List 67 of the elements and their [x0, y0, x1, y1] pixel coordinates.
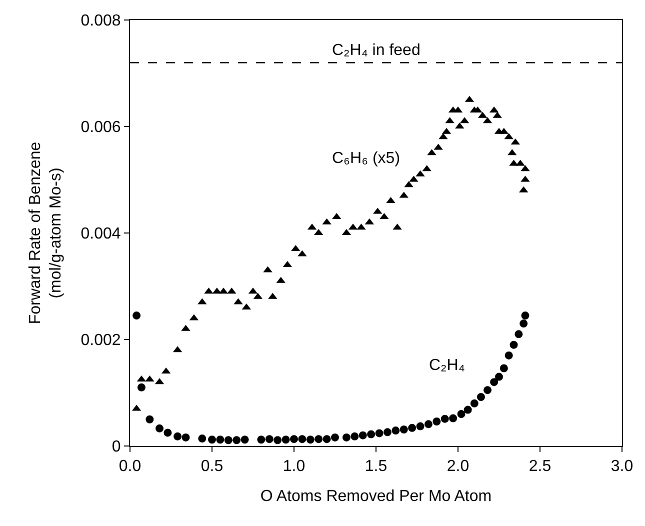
point	[521, 312, 530, 320]
point	[484, 386, 492, 394]
point	[510, 340, 518, 349]
point	[198, 434, 206, 443]
x-tick-label: 1.0	[282, 458, 306, 476]
x-tick-label: 3.0	[610, 458, 634, 476]
point	[476, 393, 485, 402]
x-tick-label: 0.5	[200, 458, 224, 476]
point	[224, 436, 232, 444]
point	[520, 320, 528, 328]
point	[282, 436, 290, 444]
point	[358, 431, 367, 440]
x-tick-label: 2.0	[446, 458, 470, 476]
point	[408, 424, 416, 432]
point	[367, 430, 376, 438]
point	[424, 420, 432, 428]
point	[500, 364, 508, 372]
point	[400, 425, 408, 434]
y-tick-label: 0.004	[80, 226, 121, 243]
x-tick-label: 1.5	[364, 458, 388, 476]
point	[216, 436, 224, 444]
ref-line-label: C₂H₄ in feed	[332, 42, 420, 59]
y-tick-label: 0	[112, 438, 121, 456]
point	[137, 383, 146, 392]
point	[132, 312, 141, 320]
point	[514, 330, 523, 338]
point	[350, 432, 359, 440]
point	[322, 435, 331, 444]
point	[290, 435, 298, 444]
annotation: C₂H₄	[429, 357, 465, 374]
point	[392, 426, 400, 435]
point	[416, 422, 424, 430]
point	[383, 428, 392, 436]
point	[449, 414, 458, 422]
point	[490, 378, 498, 386]
point	[164, 428, 172, 437]
point	[470, 399, 478, 408]
point	[182, 433, 190, 442]
point	[265, 435, 274, 444]
x-tick-label: 0.0	[118, 458, 142, 476]
y-tick-label: 0.008	[80, 12, 121, 30]
point	[208, 436, 216, 444]
annotation: C₆H₆ (x5)	[332, 150, 400, 167]
point	[146, 415, 154, 424]
x-tick-label: 2.5	[528, 458, 552, 476]
point	[156, 424, 164, 432]
point	[232, 436, 241, 444]
y-tick-label: 0.006	[80, 119, 121, 136]
point	[457, 410, 466, 418]
point	[298, 435, 306, 444]
point	[440, 414, 449, 423]
point	[375, 429, 384, 438]
point	[504, 351, 513, 360]
point	[274, 436, 282, 444]
point	[306, 436, 314, 444]
point	[240, 436, 249, 444]
point	[257, 436, 266, 444]
y-tick-label: 0.002	[80, 332, 121, 350]
x-axis-title: O Atoms Removed Per Mo Atom	[260, 488, 492, 505]
y-axis-title: Forward Rate of Benzene (mol/g-atom Mo-s)	[26, 142, 65, 324]
point	[331, 433, 339, 442]
point	[342, 433, 350, 442]
point	[495, 372, 503, 381]
point	[464, 406, 472, 414]
point	[174, 432, 182, 440]
point	[432, 418, 441, 426]
point	[314, 435, 323, 444]
